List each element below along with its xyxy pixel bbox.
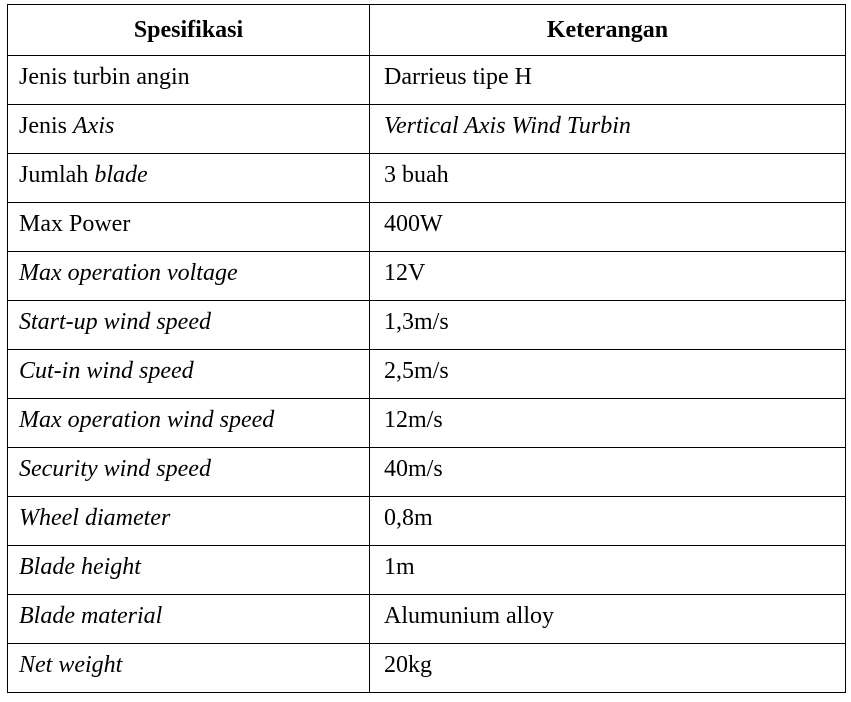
spec-cell: Cut-in wind speed — [7, 349, 370, 399]
table-row: Start-up wind speed 1,3m/s — [7, 300, 846, 350]
value-cell: 400W — [369, 202, 846, 252]
spec-cell: Security wind speed — [7, 447, 370, 497]
value-cell-text: Darrieus tipe H — [384, 64, 532, 90]
spec-cell-text: Start-up wind speed — [19, 309, 211, 335]
value-cell-text: 1,3m/s — [384, 309, 449, 335]
spec-cell-text: Blade height — [19, 554, 141, 580]
value-cell: 12V — [369, 251, 846, 301]
value-cell: 3 buah — [369, 153, 846, 203]
spec-cell-text: Net weight — [19, 652, 123, 678]
table-body: Jenis turbin angin Darrieus tipe H Jenis A… — [7, 55, 846, 693]
table-row: Wheel diameter 0,8m — [7, 496, 846, 546]
spec-cell: Start-up wind speed — [7, 300, 370, 350]
table-row: Blade height 1m — [7, 545, 846, 595]
value-cell-text: 2,5m/s — [384, 358, 449, 384]
table-row: Blade material Alumunium alloy — [7, 594, 846, 644]
table-row: Max Power 400W — [7, 202, 846, 252]
spec-cell-text: Wheel diameter — [19, 505, 171, 531]
value-cell: 1m — [369, 545, 846, 595]
value-cell-text: Alumunium alloy — [384, 603, 554, 629]
table-row: Jumlah blade 3 buah — [7, 153, 846, 203]
value-cell: 2,5m/s — [369, 349, 846, 399]
value-cell-text: 40m/s — [384, 456, 443, 482]
spec-cell: Max operation voltage — [7, 251, 370, 301]
value-cell-text: 0,8m — [384, 505, 433, 531]
table-row: Cut-in wind speed 2,5m/s — [7, 349, 846, 399]
spec-cell-text: Axis — [73, 113, 115, 139]
value-cell-text: 20kg — [384, 652, 432, 678]
spec-cell-text: Max operation voltage — [19, 260, 238, 286]
spec-cell-text: Jenis turbin angin — [19, 64, 190, 90]
value-cell: 0,8m — [369, 496, 846, 546]
value-cell: Alumunium alloy — [369, 594, 846, 644]
specification-table: Spesifikasi Keterangan Jenis turbin angi… — [7, 4, 846, 693]
spec-cell: Wheel diameter — [7, 496, 370, 546]
table-row: Jenis Axis Vertical Axis Wind Turbin — [7, 104, 846, 154]
value-cell: Darrieus tipe H — [369, 55, 846, 105]
spec-cell: Max operation wind speed — [7, 398, 370, 448]
spec-cell-text: Jenis — [19, 113, 73, 139]
spec-cell-text: Jumlah — [19, 162, 95, 188]
spec-cell: Max Power — [7, 202, 370, 252]
value-cell-text: 12V — [384, 260, 426, 286]
value-cell-text: 12m/s — [384, 407, 443, 433]
spec-cell: Blade height — [7, 545, 370, 595]
value-cell-text: 1m — [384, 554, 415, 580]
spec-cell-text: Cut-in wind speed — [19, 358, 194, 384]
value-cell-text: Vertical Axis Wind Turbin — [384, 113, 631, 139]
table-header-row: Spesifikasi Keterangan — [7, 4, 846, 56]
table-row: Jenis turbin angin Darrieus tipe H — [7, 55, 846, 105]
spec-cell-text: Security wind speed — [19, 456, 211, 482]
value-cell: 12m/s — [369, 398, 846, 448]
value-cell-text: 400W — [384, 211, 443, 237]
spec-cell: Jenis Axis — [7, 104, 370, 154]
header-keterangan: Keterangan — [369, 4, 846, 56]
table-row: Max operation wind speed 12m/s — [7, 398, 846, 448]
value-cell-text: 3 buah — [384, 162, 449, 188]
spec-cell: Jumlah blade — [7, 153, 370, 203]
value-cell: 1,3m/s — [369, 300, 846, 350]
spec-cell-text: Max operation wind speed — [19, 407, 275, 433]
table-row: Max operation voltage 12V — [7, 251, 846, 301]
value-cell: 40m/s — [369, 447, 846, 497]
spec-cell-text: blade — [94, 162, 148, 188]
spec-cell: Net weight — [7, 643, 370, 693]
table-row: Net weight 20kg — [7, 643, 846, 693]
header-spesifikasi: Spesifikasi — [7, 4, 370, 56]
table-row: Security wind speed 40m/s — [7, 447, 846, 497]
value-cell: Vertical Axis Wind Turbin — [369, 104, 846, 154]
spec-cell: Blade material — [7, 594, 370, 644]
value-cell: 20kg — [369, 643, 846, 693]
spec-cell: Jenis turbin angin — [7, 55, 370, 105]
spec-cell-text: Blade material — [19, 603, 163, 629]
spec-cell-text: Max Power — [19, 211, 131, 237]
